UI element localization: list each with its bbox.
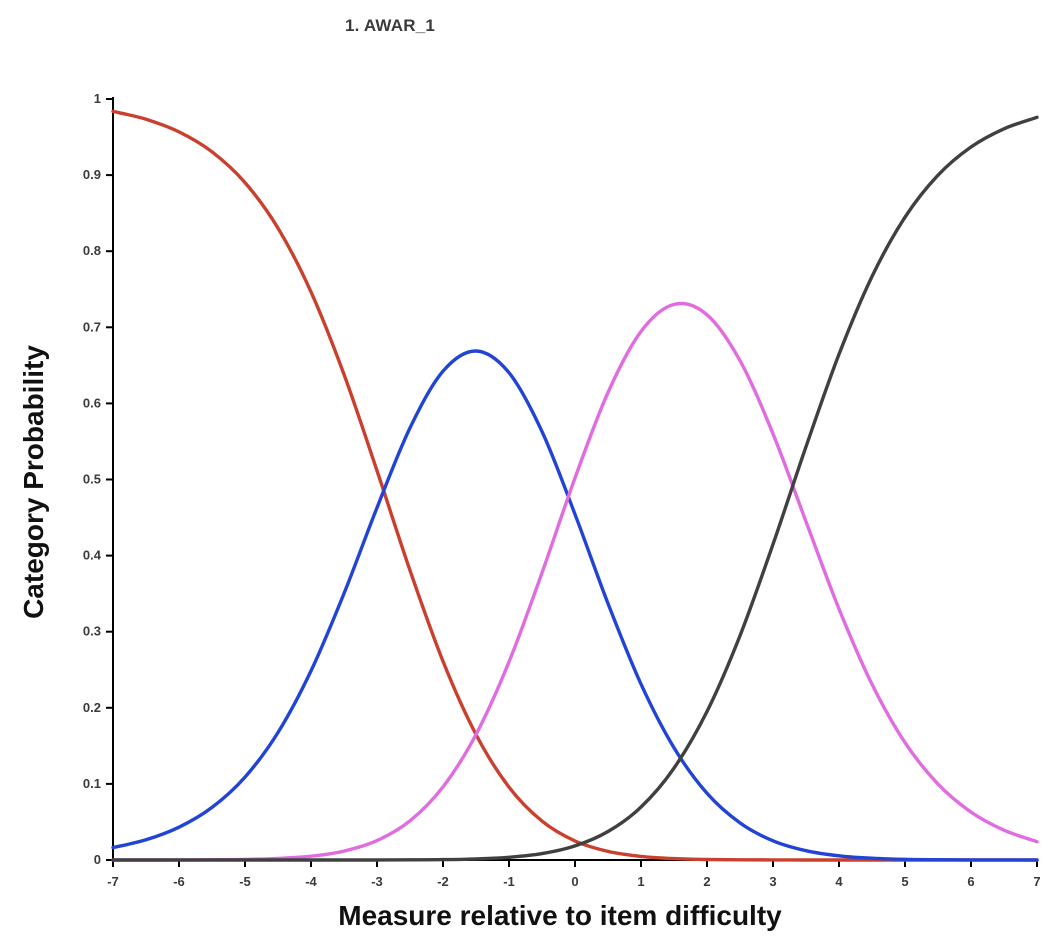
x-tick-label: -3 (371, 874, 383, 889)
y-tick-label: 0.3 (83, 624, 101, 639)
x-tick-label: -7 (107, 874, 119, 889)
y-tick-label: 0.7 (83, 319, 101, 334)
x-tick-label: -5 (239, 874, 251, 889)
x-tick-label: 3 (769, 874, 776, 889)
x-tick-label: -2 (437, 874, 449, 889)
x-tick-label: 4 (835, 874, 843, 889)
curve-category-3 (111, 115, 1039, 862)
x-tick-label: 2 (703, 874, 710, 889)
y-tick-label: 0.8 (83, 243, 101, 258)
y-tick-label: 0.1 (83, 776, 101, 791)
x-tick-label: -4 (305, 874, 317, 889)
y-tick-label: 1 (94, 91, 101, 106)
y-tick-label: 0.9 (83, 167, 101, 182)
x-tick-label: 1 (637, 874, 644, 889)
y-tick-label: 0.2 (83, 700, 101, 715)
curve-category-1 (111, 349, 1039, 862)
x-tick-label: -1 (503, 874, 515, 889)
x-tick-label: -6 (173, 874, 185, 889)
curve-category-2 (111, 301, 1039, 862)
x-tick-label: 0 (571, 874, 578, 889)
x-tick-label: 7 (1033, 874, 1040, 889)
y-tick-label: 0.5 (83, 472, 101, 487)
y-tick-label: 0.6 (83, 395, 101, 410)
y-tick-label: 0 (94, 852, 101, 867)
chart-title: 1. AWAR_1 (345, 16, 435, 35)
curve-category-0 (111, 109, 1039, 862)
x-tick-label: 5 (901, 874, 908, 889)
x-tick-label: 6 (967, 874, 974, 889)
x-axis-title: Measure relative to item difficulty (338, 900, 782, 931)
y-tick-label: 0.4 (83, 548, 102, 563)
